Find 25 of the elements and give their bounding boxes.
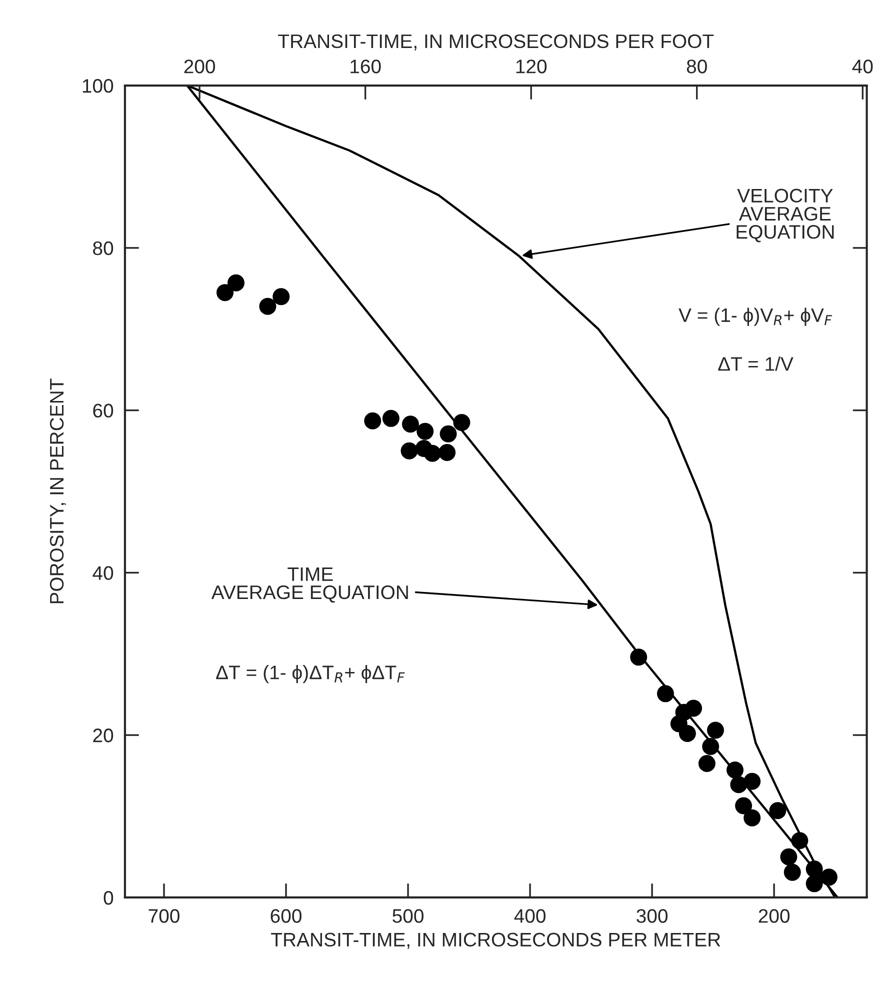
- x2-tick-label: 80: [686, 60, 707, 74]
- x-tick-label: 200: [758, 909, 790, 923]
- x2-tick-label: 40: [852, 60, 873, 74]
- x2-tick-label: 200: [184, 60, 216, 74]
- y-tick-label: 60: [93, 404, 114, 418]
- x-axis-title: TRANSIT-TIME, IN MICROSECONDS PER METER: [271, 932, 720, 949]
- x2-tick-label: 120: [516, 60, 547, 74]
- annotation: ΔT = 1/V: [718, 356, 794, 371]
- x2-axis-title: TRANSIT-TIME, IN MICROSECONDS PER FOOT: [278, 34, 714, 50]
- annotation: ΔT = (1- ϕ)ΔT$_{R}$+ ϕΔT$_{F}$: [216, 665, 405, 684]
- x-tick-label: 400: [514, 909, 546, 923]
- x-tick-label: 500: [392, 909, 424, 923]
- y-axis-title: POROSITY, IN PERCENT: [50, 378, 66, 604]
- y-tick-label: 0: [104, 890, 114, 905]
- x-tick-label: 600: [270, 909, 302, 923]
- annotation: VELOCITY AVERAGE EQUATION: [736, 188, 834, 242]
- x2-tick-label: 160: [350, 60, 381, 74]
- annotation: TIME AVERAGE EQUATION: [211, 567, 408, 603]
- y-tick-label: 40: [92, 566, 114, 580]
- y-tick-label: 20: [93, 728, 114, 742]
- x-tick-label: 700: [148, 909, 180, 923]
- annotation: V = (1- ϕ)V$_{R}$+ ϕV$_{F}$: [678, 308, 832, 326]
- x-tick-label: 300: [636, 909, 668, 923]
- y-tick-label: 100: [82, 78, 114, 93]
- y-tick-label: 80: [93, 241, 114, 256]
